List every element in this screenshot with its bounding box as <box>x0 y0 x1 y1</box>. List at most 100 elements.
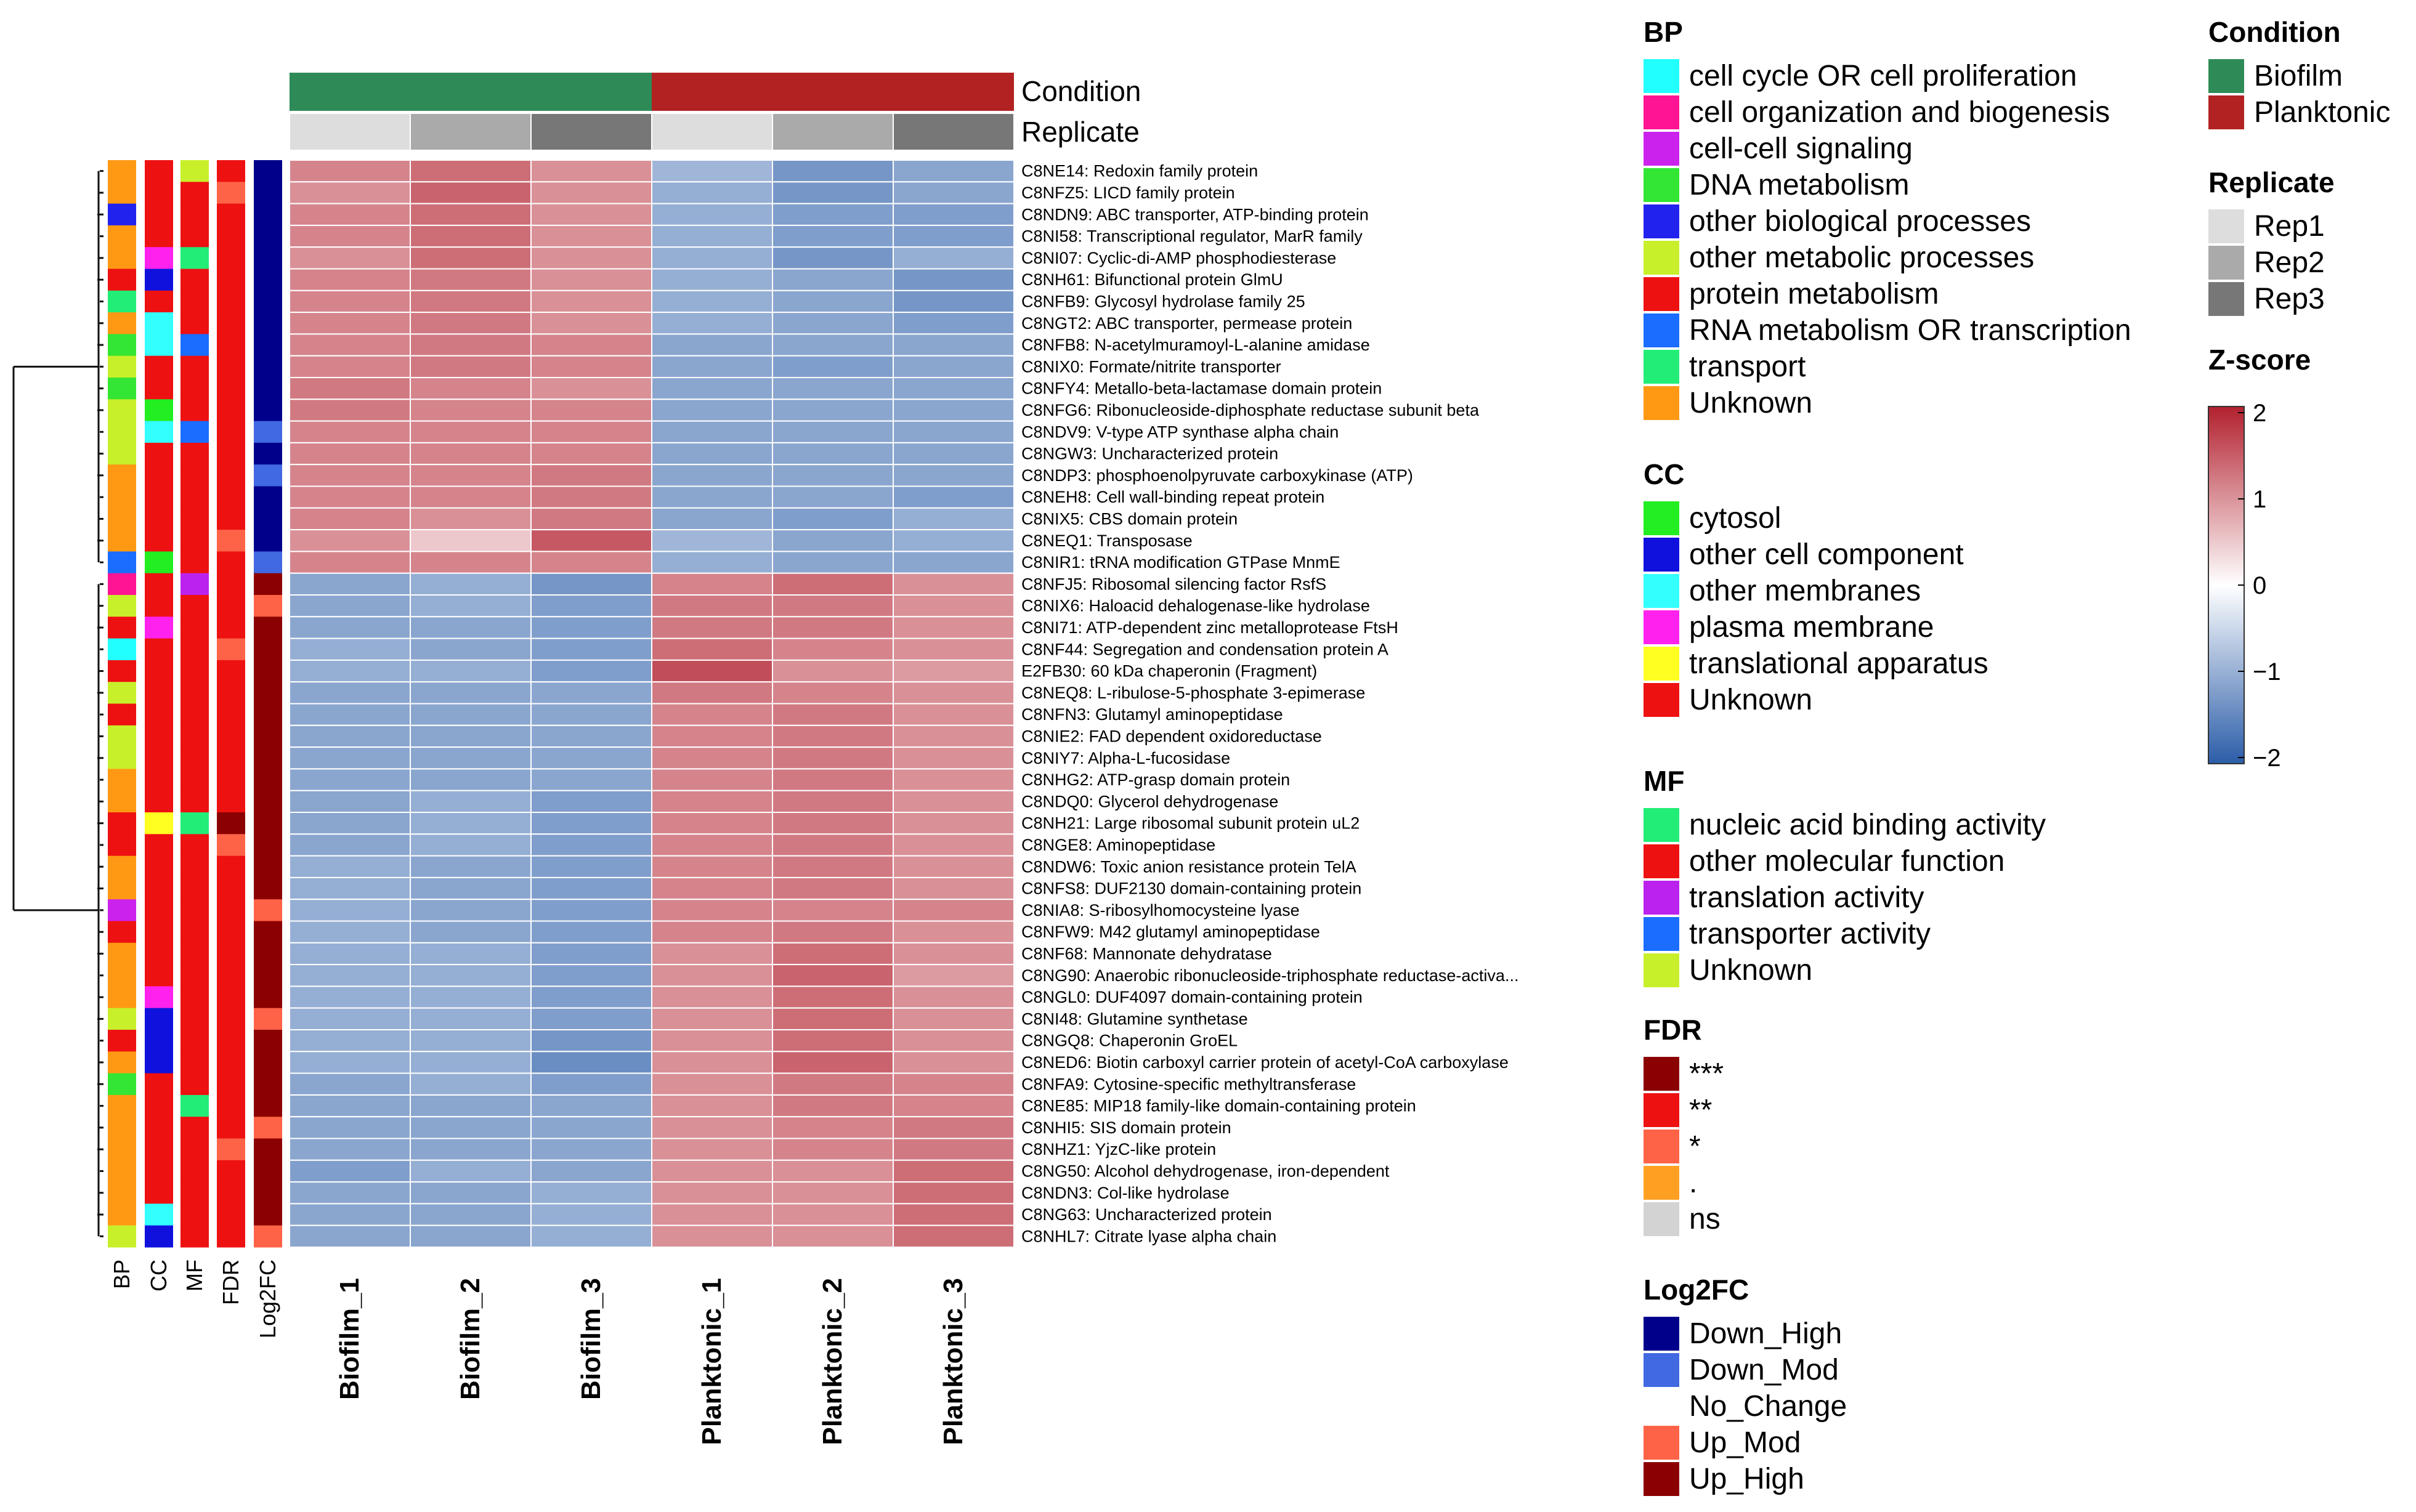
row-annotation-cell-cc <box>145 1225 173 1248</box>
legend-label: Down_Mod <box>1689 1354 1839 1386</box>
heatmap-cell <box>772 1007 894 1030</box>
row-annotation-cell-fdr <box>217 486 245 509</box>
row-annotation-cell-fdr <box>217 1094 245 1117</box>
heatmap-cell <box>530 224 652 248</box>
heatmap-cell <box>530 289 652 313</box>
legend-label: Down_High <box>1689 1317 1842 1350</box>
row-annotation-cell-bp <box>108 703 136 726</box>
heatmap-cell <box>530 637 652 661</box>
row-annotation-cell-fdr <box>217 378 245 400</box>
column-label: Planktonic_3 <box>938 1278 968 1445</box>
row-annotation-cell-log2fc <box>254 312 282 334</box>
heatmap-cell <box>772 833 894 857</box>
row-annotation-cell-bp <box>108 160 136 182</box>
row-annotation-cell-cc <box>145 595 173 617</box>
heatmap-cell <box>289 659 411 683</box>
row-annotation-cell-fdr <box>217 247 245 269</box>
row-label: C8NFA9: Cytosine-specific methyltransfer… <box>1021 1075 1356 1093</box>
heatmap-cell <box>410 1051 532 1074</box>
heatmap-cell <box>410 507 532 531</box>
heatmap-cell <box>772 724 894 748</box>
heatmap-cell <box>772 746 894 770</box>
row-annotation-cell-bp <box>108 1051 136 1074</box>
row-annotation-cell-mf <box>180 182 209 204</box>
heatmap-cell <box>772 1138 894 1161</box>
row-annotation-cell-mf <box>180 1008 209 1030</box>
legend-label: Planktonic <box>2254 96 2390 129</box>
heatmap-cell <box>530 1029 652 1053</box>
row-annotation-cell-log2fc <box>254 1117 282 1139</box>
row-annotation-cell-cc <box>145 247 173 269</box>
row-annotation-cell-cc <box>145 442 173 465</box>
row-annotation-cell-mf <box>180 225 209 248</box>
row-annotation-cell-log2fc <box>254 747 282 769</box>
heatmap-cell <box>289 507 411 531</box>
row-annotation-cell-cc <box>145 899 173 921</box>
legend-swatch <box>2208 246 2244 280</box>
row-annotation-cell-log2fc <box>254 877 282 900</box>
heatmap-cell <box>530 616 652 639</box>
heatmap-cell <box>772 942 894 966</box>
row-annotation-cell-bp <box>108 1160 136 1183</box>
heatmap-cell <box>651 1007 773 1030</box>
row-annotation-cell-fdr <box>217 507 245 530</box>
heatmap-cell <box>772 312 894 335</box>
heatmap-cell <box>651 398 773 422</box>
row-annotation-cell-cc <box>145 1138 173 1161</box>
heatmap-cell <box>651 312 773 335</box>
row-label: C8NFY4: Metallo-beta-lactamase domain pr… <box>1021 379 1382 398</box>
row-annotation-cell-bp <box>108 1203 136 1226</box>
row-annotation-cell-fdr <box>217 921 245 944</box>
row-annotation-cell-fdr <box>217 203 245 226</box>
heatmap-cell <box>530 833 652 857</box>
row-annotation-cell-cc <box>145 269 173 291</box>
row-annotation-cell-log2fc <box>254 660 282 682</box>
legend-swatch <box>2208 59 2244 93</box>
heatmap-cell <box>289 1203 411 1226</box>
heatmap-cell <box>651 1051 773 1074</box>
heatmap-cell <box>772 572 894 596</box>
row-annotation-cell-fdr <box>217 964 245 987</box>
heatmap-cell <box>651 355 773 379</box>
column-label: Biofilm_3 <box>576 1278 606 1400</box>
heatmap-cell <box>893 1051 1015 1074</box>
heatmap-cell <box>893 181 1015 204</box>
replicate-bar-cell <box>410 113 532 151</box>
legend-swatch <box>2208 95 2244 129</box>
heatmap-cell <box>410 790 532 813</box>
row-annotation-cell-log2fc <box>254 1051 282 1074</box>
heatmap-cells <box>289 160 1015 1248</box>
heatmap-cell <box>651 616 773 639</box>
row-annotation-cell-fdr <box>217 747 245 769</box>
heatmap-cell <box>772 507 894 531</box>
legend-label: cell organization and biogenesis <box>1689 96 2110 129</box>
row-annotation-cell-fdr <box>217 855 245 878</box>
heatmap-cell <box>893 1072 1015 1096</box>
legend-swatch <box>1644 1462 1679 1496</box>
heatmap-cell <box>893 1007 1015 1030</box>
heatmap-cell <box>530 1203 652 1226</box>
legend-label: cell cycle OR cell proliferation <box>1689 60 2077 92</box>
row-annotation-cell-cc <box>145 725 173 748</box>
row-annotation-cell-bp <box>108 769 136 791</box>
legend-swatch <box>1644 1202 1679 1236</box>
heatmap-cell <box>410 1029 532 1053</box>
row-annotation-cell-mf <box>180 834 209 857</box>
row-label: C8NE85: MIP18 family-like domain-contain… <box>1021 1097 1416 1115</box>
row-label: C8NFB8: N-acetylmuramoyl-L-alanine amida… <box>1021 336 1370 354</box>
heatmap-cell <box>530 355 652 379</box>
legend-label: plasma membrane <box>1689 611 1934 644</box>
heatmap-cell <box>893 746 1015 770</box>
zscore-tick-label: 2 <box>2253 400 2266 427</box>
row-annotation-cell-fdr <box>217 225 245 248</box>
row-annotation-cell-bp <box>108 247 136 269</box>
row-annotation-cell-bp <box>108 660 136 682</box>
row-annotation-cell-fdr <box>217 703 245 726</box>
legend-label: translational apparatus <box>1689 647 1988 680</box>
heatmap-cell <box>289 1072 411 1096</box>
column-labels: Biofilm_1 Biofilm_2 Biofilm_3 Planktonic_1 P… <box>334 1278 968 1445</box>
replicate-bar-cell <box>772 113 894 151</box>
heatmap-cell <box>893 289 1015 313</box>
heatmap-cell <box>530 964 652 987</box>
heatmap-cell <box>772 1159 894 1183</box>
